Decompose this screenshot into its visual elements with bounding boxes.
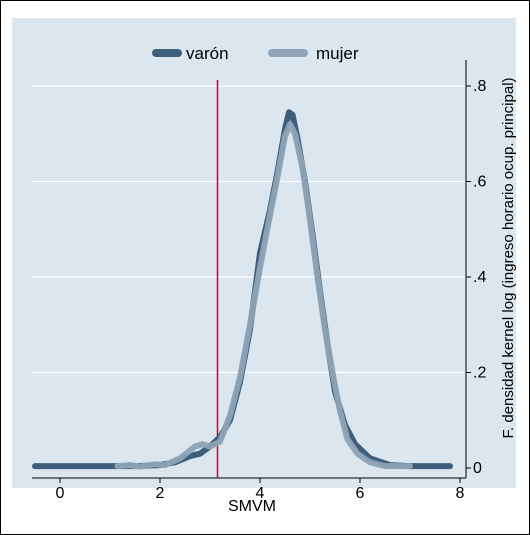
x-tick-label: 8 — [456, 485, 465, 502]
x-tick-label: 4 — [256, 485, 265, 502]
legend-label-mujer: mujer — [316, 44, 359, 63]
gridlines — [32, 85, 466, 374]
y-tick-label: 0 — [473, 460, 482, 477]
y-tick-label: .2 — [473, 365, 486, 382]
legend: varón mujer — [152, 44, 359, 63]
y-tick-label: .4 — [473, 269, 486, 286]
y-tick-label: .8 — [473, 78, 486, 95]
y-tick-label: .6 — [473, 174, 486, 191]
axes: SMVM F. densidad kernel log (ingreso hor… — [32, 60, 517, 515]
series-line-varon — [32, 109, 453, 470]
y-axis-label: F. densidad kernel log (ingreso horario … — [500, 77, 517, 438]
series-line-mujer — [114, 121, 413, 470]
x-tick-label: 0 — [56, 485, 65, 502]
x-tick-label: 2 — [156, 485, 165, 502]
legend-label-varon: varón — [186, 44, 229, 63]
x-tick-label: 6 — [356, 485, 365, 502]
series-group — [32, 109, 453, 470]
x-axis-label: SMVM — [228, 498, 276, 515]
